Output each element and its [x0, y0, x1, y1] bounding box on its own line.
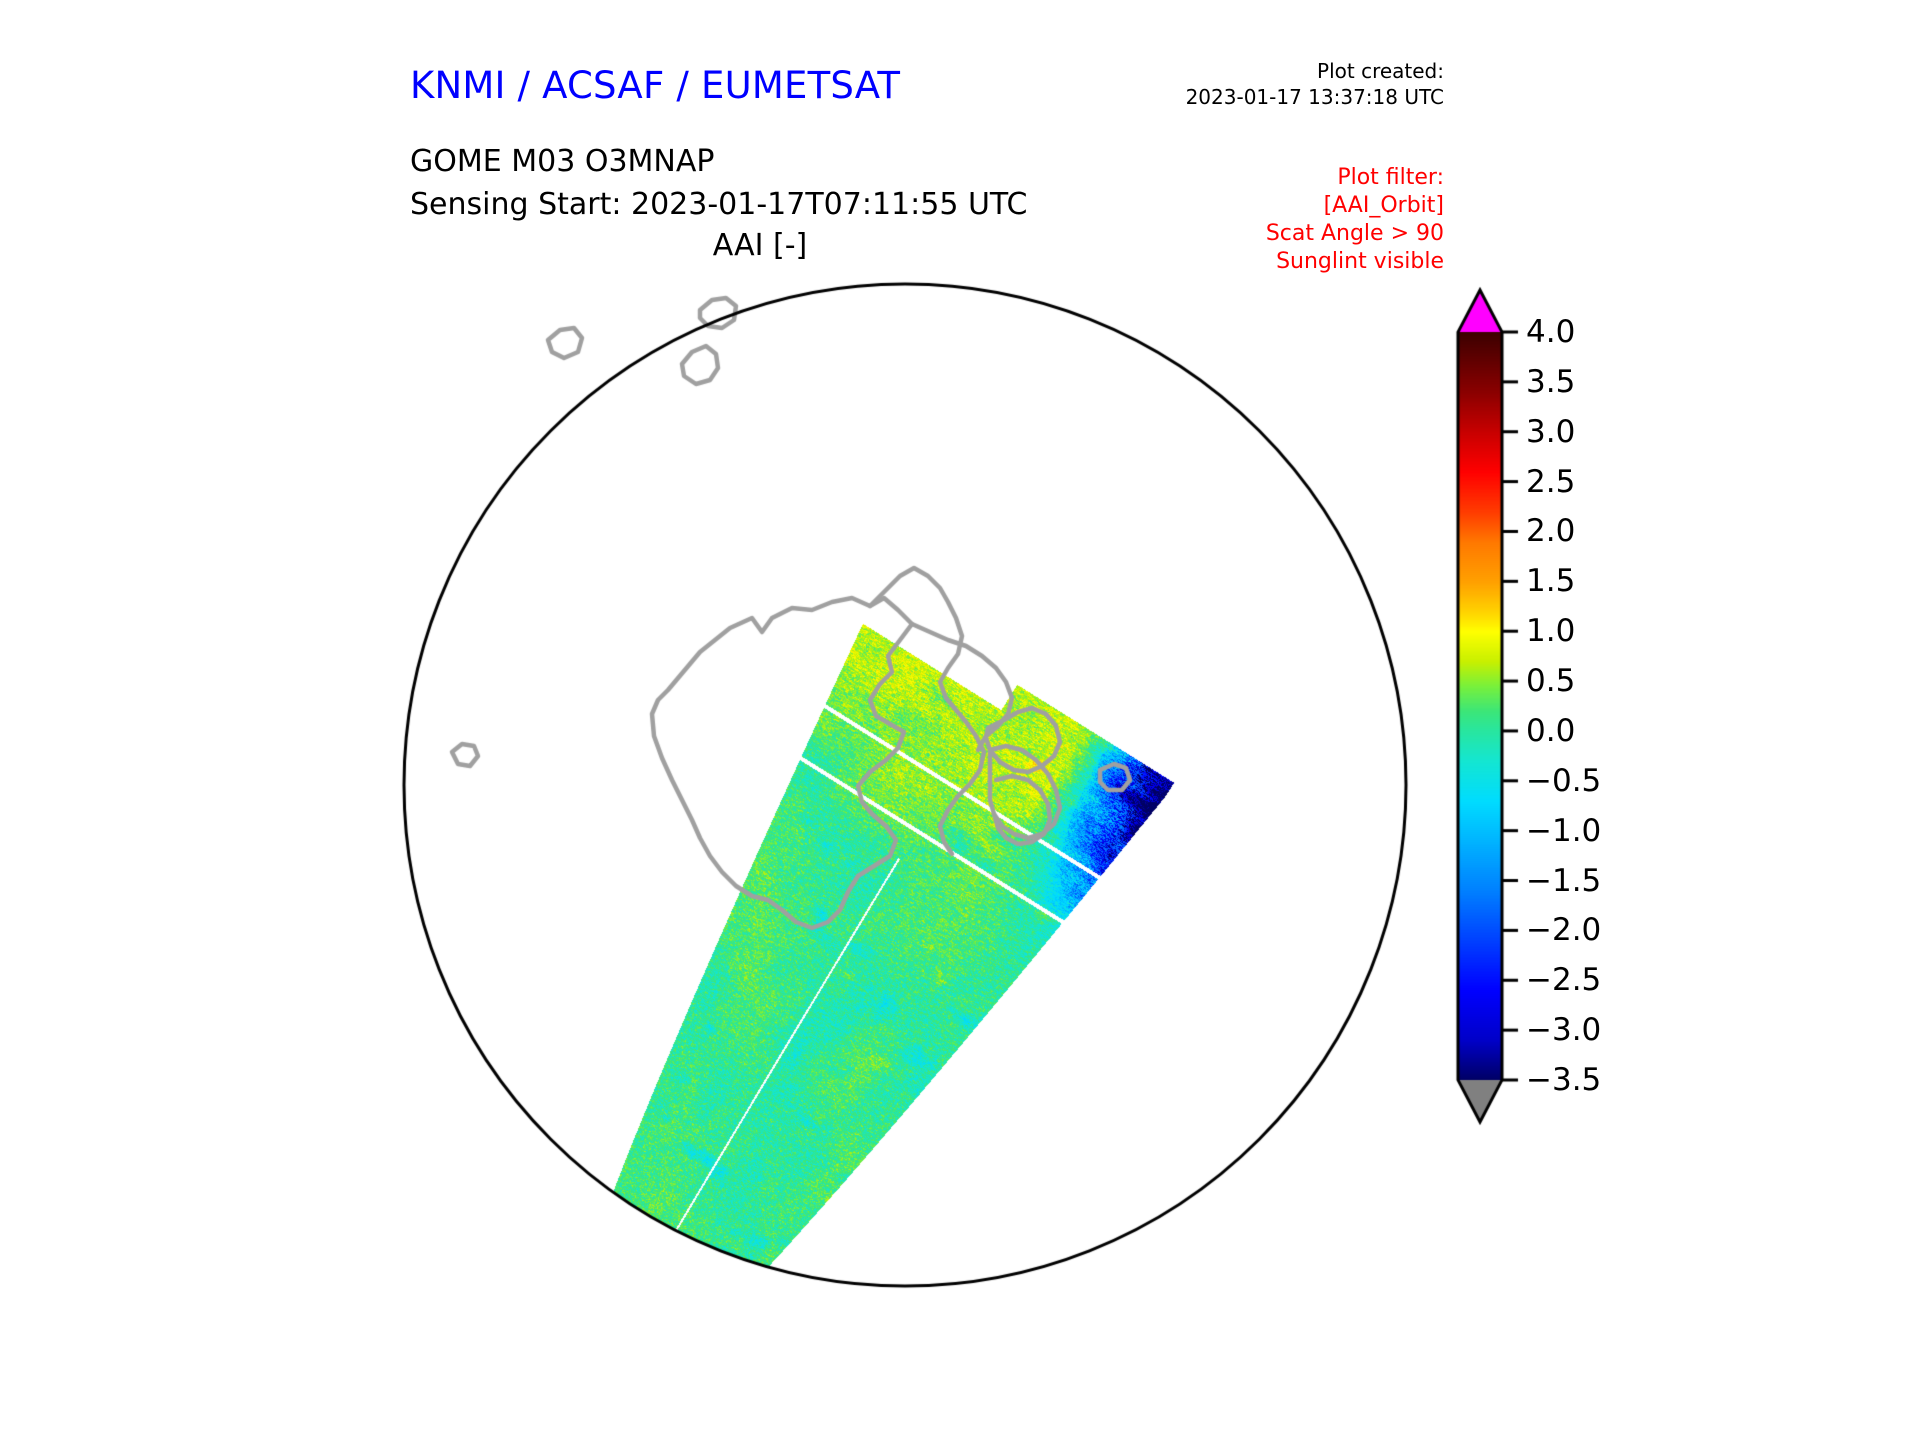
colorbar-tick-label: 2.5 — [1526, 463, 1576, 500]
plot-filter-line-2: [AAI_Orbit] — [1323, 193, 1444, 218]
sensing-start-title: Sensing Start: 2023-01-17T07:11:55 UTC — [410, 187, 1028, 222]
plot-filter-line-1: Plot filter: — [1337, 165, 1444, 190]
colorbar-tick-label: 1.0 — [1526, 613, 1576, 650]
colorbar: 4.0 3.5 3.0 2.5 2.0 1.5 1.0 0.5 0.0 −0.5 −1.0 −1.5 −… — [1440, 280, 1680, 1290]
quantity-subtitle: AAI [-] — [712, 228, 808, 263]
plot-filter-block: Plot filter: [AAI_Orbit] Scat Angle > 90… — [1140, 164, 1444, 276]
colorbar-tick-label: 0.0 — [1526, 712, 1576, 749]
colorbar-tick-label: 3.0 — [1526, 413, 1576, 450]
colorbar-tick-label: −2.0 — [1526, 912, 1602, 949]
colorbar-tick-label: 1.5 — [1526, 563, 1576, 600]
colorbar-tick-label: 3.5 — [1526, 363, 1576, 400]
colorbar-tick-label: 0.5 — [1526, 663, 1576, 700]
plot-filter-line-4: Sunglint visible — [1276, 249, 1444, 274]
colorbar-tick-label: −3.5 — [1526, 1062, 1602, 1098]
plot-created-value: 2023-01-17 13:37:18 UTC — [1185, 85, 1444, 109]
instrument-title: GOME M03 O3MNAP — [410, 144, 715, 179]
colorbar-tick-label: 2.0 — [1526, 513, 1576, 550]
polar-map-plot — [400, 280, 1410, 1290]
plot-filter-line-3: Scat Angle > 90 — [1265, 221, 1444, 246]
colorbar-tick-label: −0.5 — [1526, 762, 1602, 799]
plot-created-block: Plot created: 2023-01-17 13:37:18 UTC — [1100, 58, 1444, 110]
colorbar-tick-label: −3.0 — [1526, 1012, 1602, 1049]
header-institutions: KNMI / ACSAF / EUMETSAT — [410, 64, 901, 107]
colorbar-tick-label: −1.0 — [1526, 812, 1602, 849]
colorbar-tick-label: −2.5 — [1526, 962, 1602, 999]
colorbar-gradient — [1440, 280, 1680, 1290]
aai-swath-heatmap — [400, 280, 1410, 1290]
colorbar-tick-label: −1.5 — [1526, 862, 1602, 899]
colorbar-tick-label: 4.0 — [1526, 314, 1576, 350]
plot-created-label: Plot created: — [1317, 59, 1444, 83]
page-title: GOME M03 O3MNAP Sensing Start: 2023-01-1… — [410, 140, 1027, 226]
